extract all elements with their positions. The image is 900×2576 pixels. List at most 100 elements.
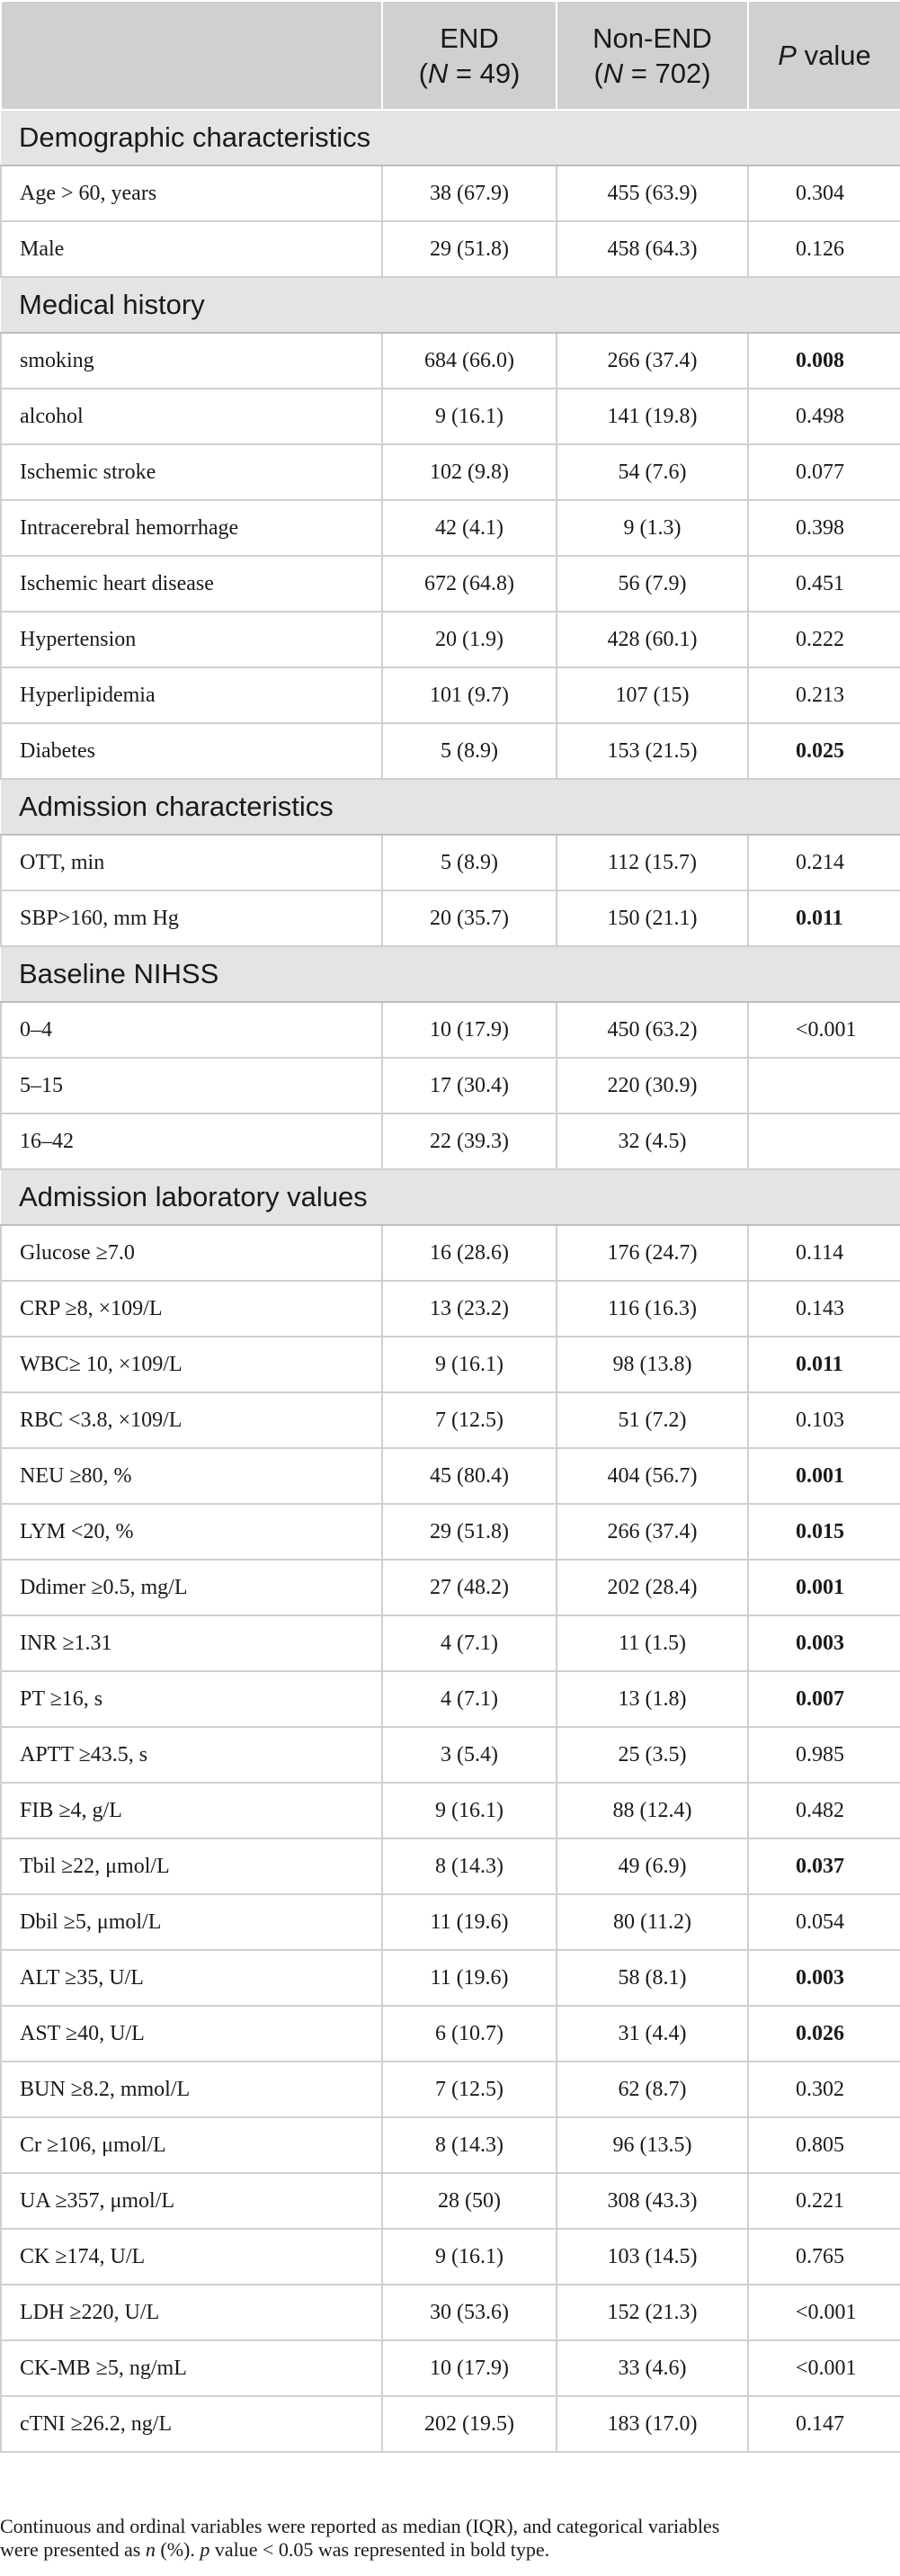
table-row: Age > 60, years 38 (67.9) 455 (63.9) 0.304 xyxy=(0,165,900,222)
p-value-cell: 0.398 xyxy=(747,499,900,557)
p-value-cell: 0.011 xyxy=(747,890,900,947)
p-value-cell: 0.025 xyxy=(747,722,900,780)
row-label: Intracerebral hemorrhage xyxy=(0,499,383,557)
nonend-value-cell: 58 (8.1) xyxy=(556,1949,749,2007)
nonend-value-cell: 308 (43.3) xyxy=(556,2172,749,2230)
p-value-cell: <0.001 xyxy=(747,2284,900,2341)
end-value-cell: 9 (16.1) xyxy=(381,388,557,445)
table-row: RBC <3.8, ×109/L 7 (12.5) 51 (7.2) 0.103 xyxy=(0,1391,900,1449)
row-label: Diabetes xyxy=(0,722,383,780)
nonend-value-cell: 153 (21.5) xyxy=(556,722,749,780)
p-value-cell: 0.001 xyxy=(747,1559,900,1616)
nonend-value-cell: 220 (30.9) xyxy=(556,1057,749,1114)
row-label: FIB ≥4, g/L xyxy=(0,1782,383,1839)
header-nonend-label: Non-END xyxy=(593,22,712,54)
p-value-cell: 0.302 xyxy=(747,2061,900,2118)
end-value-cell: 9 (16.1) xyxy=(381,1782,557,1839)
end-value-cell: 17 (30.4) xyxy=(381,1057,557,1114)
results-table: END (N = 49) Non-END (N = 702) P value D… xyxy=(0,0,900,2453)
end-value-cell: 28 (50) xyxy=(381,2172,557,2230)
p-value-cell: 0.482 xyxy=(747,1782,900,1839)
p-value-cell: 0.985 xyxy=(747,1726,900,1784)
p-value-cell: 0.003 xyxy=(747,1614,900,1672)
nonend-value-cell: 62 (8.7) xyxy=(556,2061,749,2118)
header-end-col: END (N = 49) xyxy=(381,0,557,111)
end-value-cell: 202 (19.5) xyxy=(381,2395,557,2453)
section-header-row: Medical history xyxy=(1,276,900,334)
end-value-cell: 4 (7.1) xyxy=(381,1614,557,1672)
nonend-value-cell: 49 (6.9) xyxy=(556,1838,749,1895)
end-value-cell: 11 (19.6) xyxy=(381,1949,557,2007)
table-row: alcohol 9 (16.1) 141 (19.8) 0.498 xyxy=(0,388,900,445)
p-value-cell: 0.114 xyxy=(747,1224,900,1282)
p-value-cell: 0.451 xyxy=(747,555,900,613)
section-header-row: Admission laboratory values xyxy=(1,1168,900,1226)
end-value-cell: 29 (51.8) xyxy=(381,220,557,278)
row-label: LYM <20, % xyxy=(0,1503,383,1561)
table-row: Ischemic stroke 102 (9.8) 54 (7.6) 0.077 xyxy=(0,443,900,501)
table-row: UA ≥357, μmol/L 28 (50) 308 (43.3) 0.221 xyxy=(0,2172,900,2230)
row-label: Ischemic stroke xyxy=(0,443,383,501)
end-value-cell: 684 (66.0) xyxy=(381,332,557,389)
row-label: RBC <3.8, ×109/L xyxy=(0,1391,383,1449)
table-row: FIB ≥4, g/L 9 (16.1) 88 (12.4) 0.482 xyxy=(0,1782,900,1839)
end-value-cell: 13 (23.2) xyxy=(381,1280,557,1337)
nonend-value-cell: 54 (7.6) xyxy=(556,443,749,501)
header-end-count: (N = 49) xyxy=(418,57,521,89)
row-label: Age > 60, years xyxy=(0,165,383,222)
nonend-value-cell: 458 (64.3) xyxy=(556,220,749,278)
p-value-cell: 0.221 xyxy=(747,2172,900,2230)
row-label: Cr ≥106, μmol/L xyxy=(0,2116,383,2174)
table-row: CK ≥174, U/L 9 (16.1) 103 (14.5) 0.765 xyxy=(0,2228,900,2285)
p-value-cell: 0.008 xyxy=(747,332,900,389)
header-end-label: END xyxy=(440,22,499,54)
row-label: Glucose ≥7.0 xyxy=(0,1224,383,1282)
table-row: Intracerebral hemorrhage 42 (4.1) 9 (1.3) 0… xyxy=(0,499,900,557)
end-value-cell: 7 (12.5) xyxy=(381,2061,557,2118)
p-value-cell: 0.007 xyxy=(747,1670,900,1728)
section-title: Medical history xyxy=(1,276,900,334)
p-value-cell: 0.213 xyxy=(747,666,900,724)
p-value-cell: 0.015 xyxy=(747,1503,900,1561)
row-label: WBC≥ 10, ×109/L xyxy=(0,1336,383,1393)
p-value-cell: 0.805 xyxy=(747,2116,900,2174)
nonend-value-cell: 141 (19.8) xyxy=(556,388,749,445)
section-title: Admission characteristics xyxy=(1,778,900,836)
row-label: smoking xyxy=(0,332,383,389)
table-row: INR ≥1.31 4 (7.1) 11 (1.5) 0.003 xyxy=(0,1614,900,1672)
end-value-cell: 10 (17.9) xyxy=(381,2339,557,2397)
nonend-value-cell: 56 (7.9) xyxy=(556,555,749,613)
nonend-value-cell: 98 (13.8) xyxy=(556,1336,749,1393)
nonend-value-cell: 450 (63.2) xyxy=(556,1001,749,1059)
nonend-value-cell: 428 (60.1) xyxy=(556,611,749,668)
table-row: SBP>160, mm Hg 20 (35.7) 150 (21.1) 0.011 xyxy=(0,890,900,947)
table-row: cTNI ≥26.2, ng/L 202 (19.5) 183 (17.0) 0.14… xyxy=(0,2395,900,2453)
p-value-cell: <0.001 xyxy=(747,2339,900,2397)
nonend-value-cell: 33 (4.6) xyxy=(556,2339,749,2397)
end-value-cell: 10 (17.9) xyxy=(381,1001,557,1059)
table-row: Ddimer ≥0.5, mg/L 27 (48.2) 202 (28.4) 0.00… xyxy=(0,1559,900,1616)
row-label: 0–4 xyxy=(0,1001,383,1059)
table-row: OTT, min 5 (8.9) 112 (15.7) 0.214 xyxy=(0,834,900,891)
end-value-cell: 101 (9.7) xyxy=(381,666,557,724)
nonend-value-cell: 9 (1.3) xyxy=(556,499,749,557)
end-value-cell: 9 (16.1) xyxy=(381,2228,557,2285)
nonend-value-cell: 103 (14.5) xyxy=(556,2228,749,2285)
nonend-value-cell: 183 (17.0) xyxy=(556,2395,749,2453)
end-value-cell: 42 (4.1) xyxy=(381,499,557,557)
nonend-value-cell: 88 (12.4) xyxy=(556,1782,749,1839)
p-value-cell: 0.011 xyxy=(747,1336,900,1393)
nonend-value-cell: 455 (63.9) xyxy=(556,165,749,222)
row-label: alcohol xyxy=(0,388,383,445)
row-label: BUN ≥8.2, mmol/L xyxy=(0,2061,383,2118)
table-row: ALT ≥35, U/L 11 (19.6) 58 (8.1) 0.003 xyxy=(0,1949,900,2007)
p-value-cell: 0.103 xyxy=(747,1391,900,1449)
table-row: CK-MB ≥5, ng/mL 10 (17.9) 33 (4.6) <0.001 xyxy=(0,2339,900,2397)
table-row: Cr ≥106, μmol/L 8 (14.3) 96 (13.5) 0.805 xyxy=(0,2116,900,2174)
nonend-value-cell: 32 (4.5) xyxy=(556,1113,749,1170)
row-label: CRP ≥8, ×109/L xyxy=(0,1280,383,1337)
nonend-value-cell: 80 (11.2) xyxy=(556,1893,749,1951)
row-label: APTT ≥43.5, s xyxy=(0,1726,383,1784)
